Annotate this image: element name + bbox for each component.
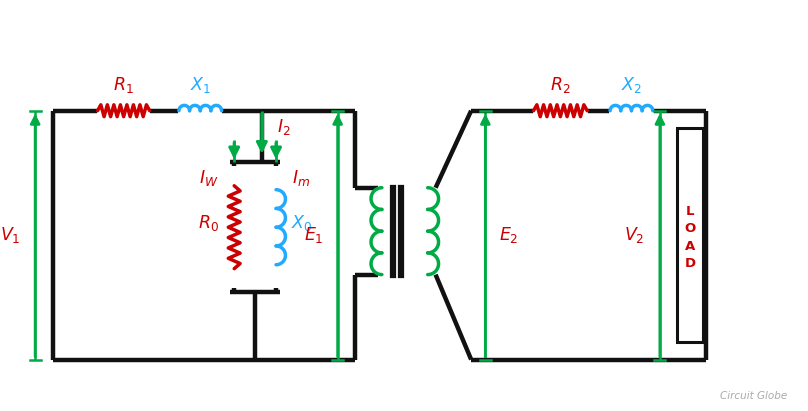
Text: $X_1$: $X_1$: [190, 75, 211, 95]
Text: $V_2$: $V_2$: [625, 225, 645, 245]
Text: $E_2$: $E_2$: [499, 225, 519, 245]
FancyBboxPatch shape: [677, 128, 702, 342]
Text: $I_m$: $I_m$: [292, 168, 310, 188]
Text: A: A: [684, 240, 695, 253]
Text: $I_W$: $I_W$: [200, 168, 219, 188]
Text: L: L: [686, 205, 694, 218]
Text: $E_1$: $E_1$: [304, 225, 324, 245]
Text: $R_0$: $R_0$: [199, 213, 220, 233]
Text: O: O: [684, 222, 696, 236]
Text: $X_0$: $X_0$: [291, 213, 312, 233]
Text: Circuit Globe: Circuit Globe: [720, 390, 787, 401]
Text: $V_1$: $V_1$: [0, 225, 20, 245]
Text: $I_2$: $I_2$: [277, 117, 291, 136]
Text: $R_2$: $R_2$: [550, 75, 570, 95]
Text: $R_1$: $R_1$: [113, 75, 134, 95]
Text: D: D: [684, 257, 696, 270]
Text: $X_2$: $X_2$: [621, 75, 642, 95]
